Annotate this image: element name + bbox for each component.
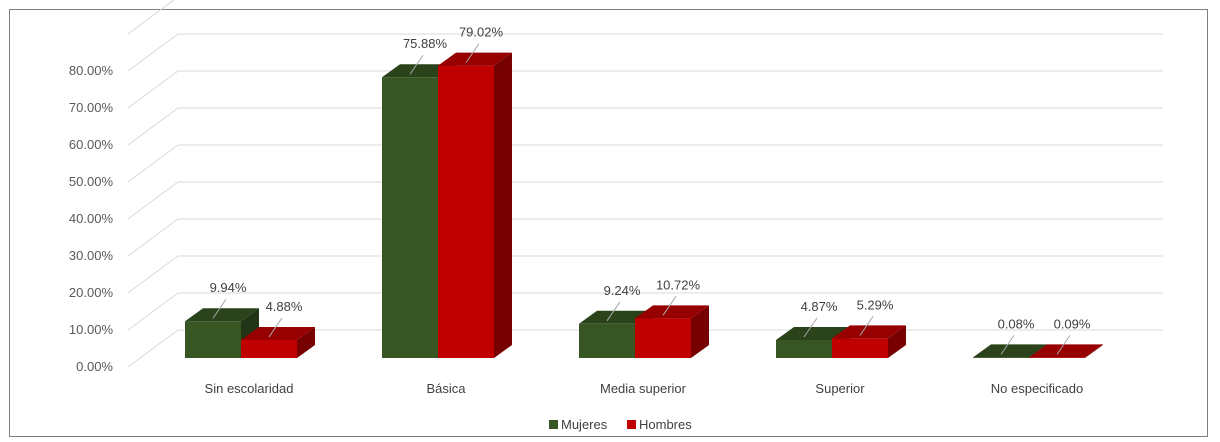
bar-hombres-4 <box>1029 344 1103 358</box>
label-leader-line <box>1056 335 1071 355</box>
bar-top <box>382 64 456 78</box>
data-label: 75.88% <box>403 36 448 51</box>
label-leader-line <box>465 43 480 63</box>
gridline-diagonal <box>127 218 179 257</box>
gridline-diagonal <box>127 0 175 35</box>
gridline-diagonal <box>127 107 179 146</box>
gridline-diagonal <box>127 292 179 331</box>
y-tick-label: 30.00% <box>69 248 114 263</box>
bar-side <box>888 325 906 358</box>
legend-swatch <box>627 420 636 429</box>
bar-top <box>1029 344 1103 358</box>
gridline-diagonal <box>127 181 179 220</box>
data-label: 9.24% <box>604 283 641 298</box>
bar-front <box>185 321 241 358</box>
category-label: Básica <box>426 381 466 396</box>
legend-label: Mujeres <box>561 417 608 432</box>
bar-hombres-1 <box>438 52 512 358</box>
gridline-diagonal <box>127 255 179 294</box>
bar-front <box>832 338 888 358</box>
y-axis-tick-labels: 0.00% 10.00% 20.00% 30.00% 40.00% 50.00% 60.00… <box>69 63 114 374</box>
label-leader-line <box>1000 335 1015 355</box>
y-tick-label: 50.00% <box>69 174 114 189</box>
bar-side <box>297 326 315 358</box>
bar-top <box>832 325 906 339</box>
bar-front <box>973 357 1029 358</box>
data-label: 10.72% <box>656 277 701 292</box>
bar-hombres-0 <box>241 326 315 358</box>
data-label: 0.09% <box>1054 316 1091 331</box>
y-tick-label: 0.00% <box>76 359 113 374</box>
label-leader-line <box>606 301 621 322</box>
label-leader-line <box>212 298 227 319</box>
bar-top <box>776 326 850 340</box>
category-label: Sin escolaridad <box>205 381 294 396</box>
bar-front <box>438 65 494 358</box>
bar-front <box>579 323 635 358</box>
bar-side <box>494 52 512 358</box>
bar-front <box>635 318 691 358</box>
label-leader-line <box>268 317 283 338</box>
bar-side <box>1085 344 1103 358</box>
category-label: No especificado <box>991 381 1084 396</box>
legend-item-hombres: Hombres <box>627 417 692 432</box>
legend-item-mujeres: Mujeres <box>549 417 608 432</box>
category-label: Media superior <box>600 381 687 396</box>
gridlines <box>127 0 1163 368</box>
legend-label: Hombres <box>639 417 692 432</box>
data-label: 0.08% <box>998 316 1035 331</box>
y-tick-label: 80.00% <box>69 63 114 78</box>
data-label: 5.29% <box>857 297 894 312</box>
gridline-diagonal <box>127 33 179 72</box>
bar-top <box>438 52 512 66</box>
category-label: Superior <box>815 381 865 396</box>
data-label: 9.94% <box>210 280 247 295</box>
y-tick-label: 40.00% <box>69 211 114 226</box>
bar-top <box>579 310 653 324</box>
bar-top <box>973 344 1047 358</box>
x-axis-category-labels: Sin escolaridad Básica Media superior Super… <box>205 381 1084 396</box>
legend-swatch <box>549 420 558 429</box>
bar-front <box>776 339 832 358</box>
gridline-diagonal <box>127 329 179 368</box>
bar-hombres-3 <box>832 325 906 358</box>
label-leader-line <box>859 316 874 336</box>
label-leader-line <box>409 54 424 75</box>
data-label: 4.88% <box>266 299 303 314</box>
legend: Mujeres Hombres <box>549 417 692 432</box>
gridline-diagonal <box>127 144 179 183</box>
label-leader-line <box>803 317 818 338</box>
bar-front <box>1029 357 1085 358</box>
data-label: 4.87% <box>801 299 838 314</box>
bar-top <box>635 305 709 319</box>
y-tick-label: 10.00% <box>69 322 114 337</box>
data-label: 79.02% <box>459 25 504 40</box>
gridline-diagonal <box>127 70 179 109</box>
bars <box>185 52 1103 358</box>
y-tick-label: 70.00% <box>69 100 114 115</box>
bar-side <box>691 305 709 358</box>
bar-hombres-2 <box>635 305 709 358</box>
chart-frame <box>9 9 1208 437</box>
bar-top <box>185 308 259 322</box>
bar-front <box>382 77 438 358</box>
bar-top <box>241 326 315 340</box>
label-leader-line <box>662 296 677 316</box>
y-tick-label: 20.00% <box>69 285 114 300</box>
bar-front <box>241 339 297 358</box>
data-labels: 9.94% 4.88% 75.88% 79.02% 9.24% 10.72% 4.87% 5.… <box>210 25 1091 355</box>
y-tick-label: 60.00% <box>69 137 114 152</box>
